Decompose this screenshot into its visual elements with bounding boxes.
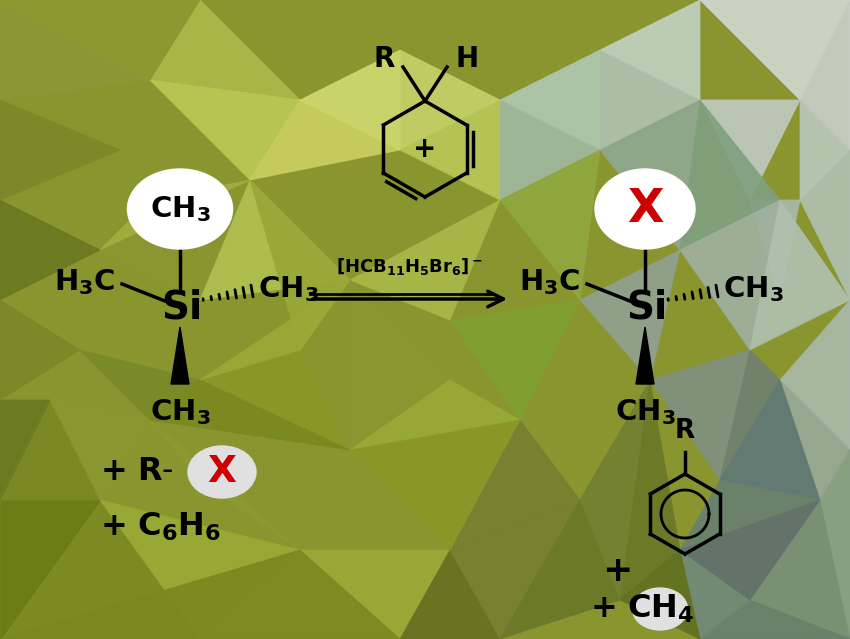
Polygon shape [250, 100, 400, 180]
Polygon shape [600, 0, 700, 100]
Polygon shape [680, 100, 780, 250]
Text: Si: Si [626, 288, 667, 326]
Polygon shape [650, 350, 750, 480]
Polygon shape [580, 380, 650, 600]
Polygon shape [450, 420, 580, 550]
Polygon shape [0, 400, 100, 500]
Polygon shape [750, 200, 850, 350]
Text: $\mathbf{CH_3}$: $\mathbf{CH_3}$ [258, 274, 319, 304]
Polygon shape [780, 380, 850, 500]
Polygon shape [0, 100, 120, 200]
Polygon shape [150, 380, 350, 450]
Polygon shape [100, 180, 250, 250]
Polygon shape [350, 420, 520, 550]
Polygon shape [450, 300, 580, 420]
Text: X: X [207, 454, 236, 490]
Polygon shape [400, 50, 500, 150]
Polygon shape [620, 550, 700, 639]
Polygon shape [100, 200, 200, 300]
Text: $\mathbf{+ \ C_6H_6}$: $\mathbf{+ \ C_6H_6}$ [100, 511, 221, 543]
Text: R: R [374, 45, 395, 73]
Polygon shape [680, 550, 750, 639]
Polygon shape [700, 600, 850, 639]
Polygon shape [0, 400, 50, 500]
Text: +: + [413, 135, 437, 163]
Text: R: R [675, 418, 695, 444]
Text: Si: Si [162, 288, 202, 326]
Polygon shape [720, 380, 820, 500]
Polygon shape [50, 400, 150, 500]
Polygon shape [400, 100, 500, 200]
Text: $\mathbf{CH_3}$: $\mathbf{CH_3}$ [615, 397, 676, 427]
Polygon shape [820, 450, 850, 639]
Text: $\mathbf{CH_3}$: $\mathbf{CH_3}$ [150, 194, 210, 224]
Polygon shape [200, 550, 400, 639]
Polygon shape [350, 380, 520, 450]
Polygon shape [350, 200, 500, 320]
Polygon shape [500, 50, 600, 150]
Polygon shape [0, 0, 150, 100]
Polygon shape [680, 500, 820, 600]
Polygon shape [100, 500, 300, 639]
Text: H: H [455, 45, 478, 73]
Text: $\mathbf{[HCB_{11}H_5Br_6]^-}$: $\mathbf{[HCB_{11}H_5Br_6]^-}$ [337, 256, 484, 277]
Polygon shape [750, 500, 850, 639]
Polygon shape [620, 380, 680, 600]
Polygon shape [800, 0, 850, 150]
Polygon shape [350, 280, 450, 450]
Polygon shape [171, 327, 189, 384]
Polygon shape [680, 480, 820, 550]
Text: $\mathbf{H_3C}$: $\mathbf{H_3C}$ [518, 267, 580, 297]
Polygon shape [150, 80, 300, 180]
Text: $\mathbf{+ \ CH_4}$: $\mathbf{+ \ CH_4}$ [590, 593, 694, 625]
Polygon shape [150, 420, 300, 550]
Polygon shape [0, 550, 400, 639]
Polygon shape [500, 500, 620, 639]
Polygon shape [0, 500, 200, 639]
Polygon shape [0, 0, 200, 80]
Polygon shape [400, 550, 500, 639]
Polygon shape [200, 280, 350, 380]
Polygon shape [500, 100, 600, 200]
Polygon shape [150, 0, 300, 100]
Polygon shape [450, 500, 580, 639]
Polygon shape [300, 50, 400, 150]
Polygon shape [300, 550, 450, 639]
Polygon shape [800, 150, 850, 300]
Polygon shape [80, 350, 200, 420]
Polygon shape [780, 300, 850, 450]
Polygon shape [600, 50, 700, 150]
Polygon shape [600, 100, 700, 250]
Polygon shape [800, 100, 850, 200]
Text: $\mathbf{CH_3}$: $\mathbf{CH_3}$ [723, 274, 784, 304]
Ellipse shape [188, 446, 256, 498]
Polygon shape [200, 180, 350, 300]
Polygon shape [700, 100, 800, 200]
Polygon shape [0, 200, 100, 300]
Polygon shape [500, 150, 600, 300]
Polygon shape [200, 350, 350, 450]
Text: $\mathbf{CH_3}$: $\mathbf{CH_3}$ [150, 397, 210, 427]
Polygon shape [0, 500, 100, 639]
Ellipse shape [632, 588, 688, 630]
Polygon shape [636, 327, 654, 384]
Polygon shape [0, 300, 80, 400]
Text: X: X [626, 187, 663, 231]
Polygon shape [0, 0, 200, 80]
Polygon shape [250, 180, 350, 350]
Polygon shape [580, 250, 680, 380]
Polygon shape [750, 200, 800, 300]
Ellipse shape [128, 169, 233, 249]
Text: $\mathbf{+ \ R\text{-}}$: $\mathbf{+ \ R\text{-}}$ [100, 456, 173, 488]
Polygon shape [720, 350, 780, 480]
Ellipse shape [595, 169, 695, 249]
Text: +: + [602, 554, 632, 588]
Polygon shape [680, 200, 780, 350]
Polygon shape [700, 0, 850, 100]
Text: $\mathbf{H_3C}$: $\mathbf{H_3C}$ [54, 267, 115, 297]
